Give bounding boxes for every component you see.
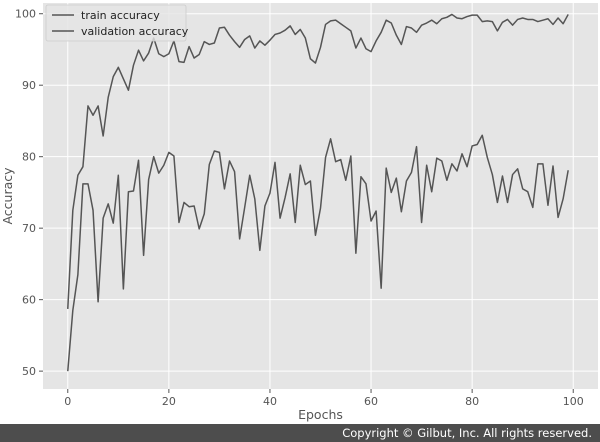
legend-entry-validation-accuracy: validation accuracy: [81, 25, 189, 38]
x-axis-ticks: 0 20 40 60 80 100: [64, 389, 584, 408]
x-tick-label-40: 40: [263, 395, 277, 408]
series-lines: [67, 13, 569, 372]
y-tick-label-80: 80: [22, 151, 36, 164]
copyright-footer: Copyright © Gilbut, Inc. All rights rese…: [0, 424, 600, 442]
x-tick-label-100: 100: [563, 395, 584, 408]
y-axis-ticks: 50 60 70 80 90 100: [15, 8, 43, 378]
y-tick-label-50: 50: [22, 365, 36, 378]
x-tick-label-20: 20: [162, 395, 176, 408]
y-axis-label: Accuracy: [0, 167, 15, 225]
copyright-text: Copyright © Gilbut, Inc. All rights rese…: [342, 426, 592, 440]
x-tick-label-80: 80: [465, 395, 479, 408]
validation-accuracy-line: [67, 13, 569, 309]
y-tick-label-90: 90: [22, 79, 36, 92]
x-axis-label: Epochs: [298, 407, 343, 422]
accuracy-chart: 0 20 40 60 80 100 50 60 70 80 90 100 Epochs Accura…: [0, 3, 598, 422]
legend-box: [45, 4, 187, 42]
train-accuracy-line: [67, 134, 569, 372]
legend-entry-train-accuracy: train accuracy: [81, 9, 160, 22]
x-tick-label-0: 0: [64, 395, 71, 408]
legend: train accuracy validation accuracy: [45, 4, 189, 42]
plot-area: [43, 3, 598, 389]
x-tick-label-60: 60: [364, 395, 378, 408]
y-tick-label-100: 100: [15, 8, 36, 21]
y-tick-label-60: 60: [22, 294, 36, 307]
y-tick-label-70: 70: [22, 222, 36, 235]
